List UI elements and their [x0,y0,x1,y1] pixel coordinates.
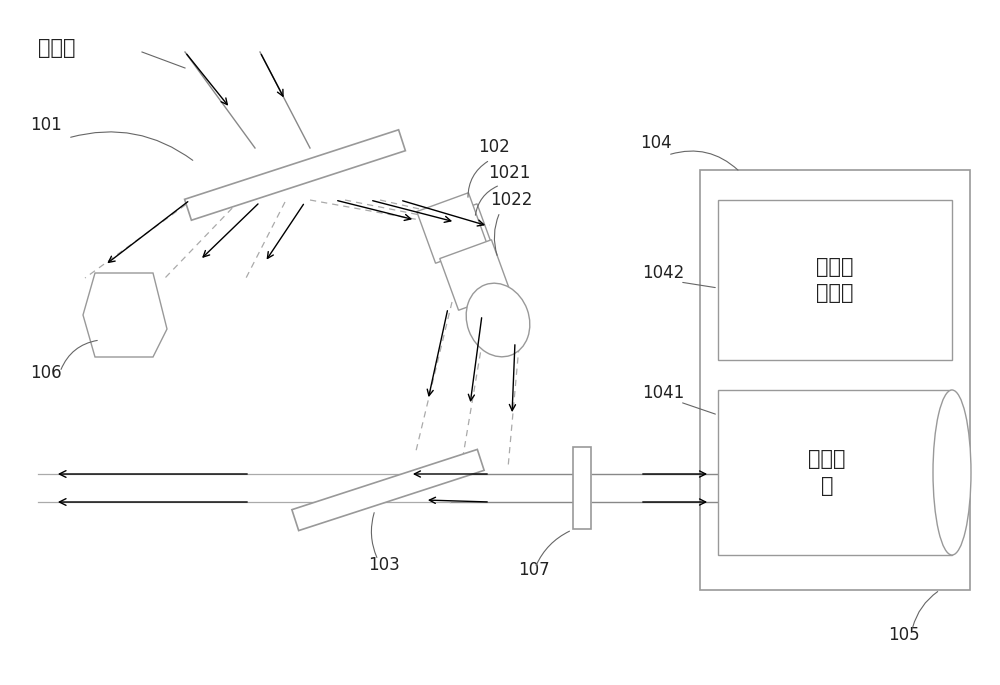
Text: 103: 103 [368,556,400,574]
Text: 102: 102 [478,138,510,156]
Text: 1021: 1021 [488,164,530,182]
Polygon shape [417,192,487,263]
Polygon shape [573,447,591,529]
Text: 105: 105 [888,626,920,644]
Polygon shape [440,240,510,310]
Text: 1022: 1022 [490,191,532,209]
Ellipse shape [466,283,530,357]
Text: 104: 104 [640,134,672,152]
Text: 1042: 1042 [642,264,684,282]
Bar [700,170,970,590]
Polygon shape [83,273,167,357]
Text: 1041: 1041 [642,384,684,402]
Text: 入射光: 入射光 [38,38,76,58]
Text: 101: 101 [30,116,62,134]
Polygon shape [185,129,405,220]
Text: 电光晋
体: 电光晋 体 [808,449,846,496]
Ellipse shape [933,390,971,555]
Bar [718,200,952,360]
Bar [718,390,952,555]
Text: 107: 107 [518,561,550,579]
Polygon shape [292,449,484,531]
Text: 电光驱
动电源: 电光驱 动电源 [816,257,854,303]
Text: 106: 106 [30,364,62,382]
